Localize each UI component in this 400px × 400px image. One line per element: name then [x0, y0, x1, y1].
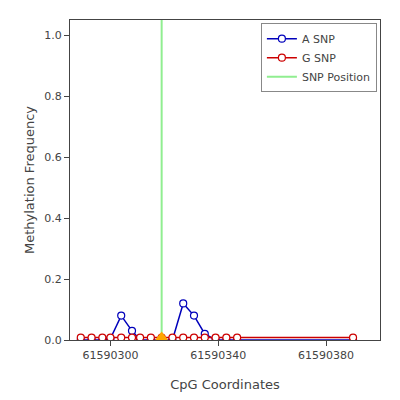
- svg-text:A SNP: A SNP: [302, 33, 335, 46]
- svg-text:61590380: 61590380: [298, 349, 354, 362]
- svg-text:0.0: 0.0: [44, 334, 62, 347]
- svg-text:G SNP: G SNP: [302, 52, 336, 65]
- svg-text:61590340: 61590340: [190, 349, 246, 362]
- svg-text:0.8: 0.8: [44, 90, 62, 103]
- svg-text:CpG Coordinates: CpG Coordinates: [170, 377, 280, 392]
- svg-text:SNP Position: SNP Position: [302, 71, 370, 84]
- svg-text:Methylation Frequency: Methylation Frequency: [22, 106, 37, 254]
- svg-text:0.2: 0.2: [44, 273, 62, 286]
- svg-text:0.6: 0.6: [44, 151, 62, 164]
- svg-text:0.4: 0.4: [44, 212, 62, 225]
- svg-text:1.0: 1.0: [44, 29, 62, 42]
- svg-text:61590300: 61590300: [82, 349, 138, 362]
